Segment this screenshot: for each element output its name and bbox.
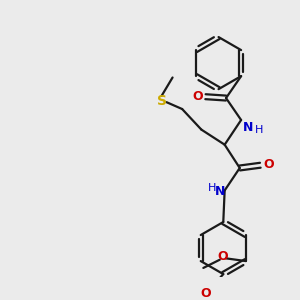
Text: N: N [242,121,253,134]
Text: H: H [255,125,263,136]
Text: O: O [217,250,228,263]
Text: O: O [263,158,274,171]
Text: H: H [208,183,217,193]
Text: N: N [215,185,226,198]
Text: O: O [200,287,211,300]
Text: O: O [192,90,203,103]
Text: S: S [157,94,166,108]
